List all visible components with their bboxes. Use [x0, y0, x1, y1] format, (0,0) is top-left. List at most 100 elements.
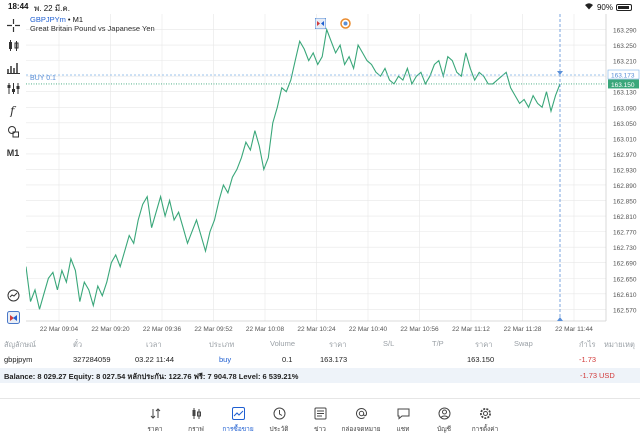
y-tick-label: 162.850 — [613, 199, 637, 206]
trade-ticket: 327284059 — [73, 355, 111, 364]
bottom-navigation: ราคา กราฟ การซื้อขาย ประวัติ ข่าว กล่องจดหมาย… — [0, 398, 640, 447]
y-tick-label: 163.210 — [613, 59, 637, 66]
y-tick-label: 163.290 — [613, 28, 637, 35]
nav-label: ข่าว — [314, 426, 326, 433]
battery-icon — [616, 3, 632, 11]
x-tick-label: 22 Mar 09:36 — [143, 326, 182, 333]
timeframe-button[interactable]: M1 — [6, 148, 20, 158]
column-header: Swap — [514, 339, 533, 348]
shapes-icon[interactable] — [5, 124, 21, 138]
nav-label: กราฟ — [188, 426, 204, 433]
account-icon — [438, 407, 450, 420]
x-tick-label: 22 Mar 09:52 — [194, 326, 233, 333]
date: พ. 22 มี.ค. — [34, 4, 70, 13]
y-tick-label: 162.690 — [613, 261, 637, 268]
nav-trade[interactable]: การซื้อขาย — [218, 407, 258, 434]
chat-icon — [397, 408, 409, 420]
chart-toolbar: f M1 — [0, 14, 26, 324]
y-tick-label: 162.610 — [613, 292, 637, 299]
trade-icon — [231, 407, 245, 420]
y-tick-label: 163.130 — [613, 90, 637, 97]
trade-time: 03.22 11:44 — [135, 355, 175, 364]
x-tick-label: 22 Mar 10:56 — [400, 326, 439, 333]
nav-account[interactable]: บัญชี — [424, 407, 464, 434]
trade-type: buy — [219, 355, 232, 364]
y-tick-label: 163.010 — [613, 136, 637, 143]
nav-label: ราคา — [147, 426, 163, 433]
crosshair-icon[interactable] — [5, 18, 21, 32]
table-row[interactable]: gbpjpym 327284059 03.22 11:44 buy 0.1 16… — [0, 352, 640, 366]
chart-symbol-description: Great Britain Pound vs Japanese Yen — [30, 24, 155, 33]
column-header: S/L — [383, 339, 395, 348]
buy-price-box — [607, 69, 640, 80]
x-tick-label: 22 Mar 09:20 — [91, 326, 130, 333]
trade-current-price: 163.150 — [467, 355, 495, 364]
trading-signal-icon[interactable] — [5, 310, 21, 324]
chart-top-icons — [314, 17, 351, 30]
price-chart[interactable]: 163.290163.250163.210163.170163.130163.0… — [26, 14, 640, 334]
nav-chat[interactable]: แชท — [383, 407, 423, 434]
y-tick-label: 162.650 — [613, 276, 637, 283]
x-tick-label: 22 Mar 11:12 — [452, 326, 490, 333]
balance-bar: Balance: 8 029.27 Equity: 8 027.54 หลักป… — [0, 368, 640, 383]
column-header: สัญลักษณ์ — [4, 340, 37, 349]
trades-table-header: สัญลักษณ์ ตั๋ว เวลา ประเภท Volume ราคา S/L T/P ร… — [0, 336, 640, 350]
y-tick-label: 162.930 — [613, 167, 637, 174]
column-header: ตั๋ว — [73, 340, 83, 349]
x-tick-label: 22 Mar 11:28 — [504, 326, 542, 333]
clock: 18:44 — [8, 2, 29, 11]
trade-symbol: gbpjpym — [4, 355, 33, 364]
price-line — [26, 27, 561, 310]
zoom-out-icon[interactable] — [5, 288, 21, 302]
account-currency: USD — [599, 371, 615, 380]
news-icon — [314, 407, 326, 420]
buy-position-label: BUY 0.1 — [30, 75, 56, 82]
total-profit: -1.73 — [580, 371, 598, 380]
y-tick-label: 162.970 — [613, 152, 637, 159]
nav-history[interactable]: ประวัติ — [259, 407, 299, 434]
column-header: Volume — [270, 339, 296, 348]
nav-quotes[interactable]: ราคา — [135, 407, 175, 434]
buy-price-label: 163.173 — [611, 73, 635, 80]
nav-label: แชท — [396, 426, 410, 433]
chart-icon — [192, 408, 201, 419]
x-tick-label: 22 Mar 10:40 — [349, 326, 388, 333]
battery-text: 90% — [596, 2, 613, 12]
bid-price-box — [608, 79, 639, 89]
chart-area[interactable]: 163.290163.250163.210163.170163.130163.0… — [26, 14, 640, 334]
trade-volume: 0.1 — [282, 355, 293, 364]
nav-news[interactable]: ข่าว — [300, 407, 340, 434]
y-tick-label: 163.250 — [613, 43, 637, 50]
nav-chart[interactable]: กราฟ — [176, 407, 216, 434]
indicators-icon[interactable] — [5, 60, 21, 74]
account-summary: Balance: 8 029.27 Equity: 8 027.54 หลักป… — [4, 372, 299, 381]
nav-label: บัญชี — [436, 426, 452, 433]
nav-label: การซื้อขาย — [222, 426, 254, 433]
nav-label: การตั้งค่า — [471, 426, 499, 433]
x-tick-label: 22 Mar 09:04 — [40, 326, 79, 333]
nav-label: กล่องจดหมาย — [341, 426, 381, 433]
settings-icon — [479, 408, 491, 419]
cursor-marker — [557, 317, 563, 321]
column-header: กำไร — [579, 340, 596, 349]
candle-type-icon[interactable] — [5, 38, 21, 52]
one-click-trading-icon[interactable] — [314, 17, 327, 30]
mailbox-icon — [355, 408, 367, 419]
y-tick-label: 162.890 — [613, 183, 637, 190]
y-tick-label: 162.570 — [613, 307, 637, 314]
y-tick-label: 163.090 — [613, 105, 637, 112]
objects-icon[interactable] — [5, 81, 21, 95]
svg-text:f: f — [9, 104, 17, 117]
expert-advisor-icon[interactable] — [340, 18, 351, 29]
y-tick-label: 162.810 — [613, 214, 637, 221]
nav-mailbox[interactable]: กล่องจดหมาย — [341, 407, 381, 434]
x-tick-label: 22 Mar 10:08 — [246, 326, 285, 333]
column-header: ราคา — [475, 340, 493, 349]
nav-settings[interactable]: การตั้งค่า — [465, 407, 505, 434]
status-right: 90% — [584, 2, 632, 12]
column-header: T/P — [432, 339, 444, 348]
trade-profit: -1.73 — [579, 355, 597, 364]
quotes-icon — [150, 408, 160, 419]
function-icon[interactable]: f — [5, 103, 21, 117]
y-tick-label: 162.770 — [613, 230, 637, 237]
